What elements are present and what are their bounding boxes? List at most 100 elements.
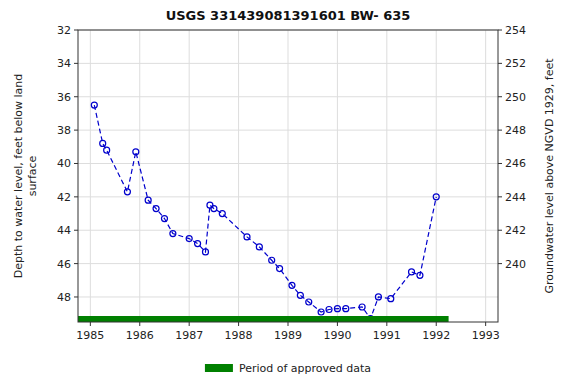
y2-tick [498, 130, 502, 131]
grid-line-y [78, 296, 498, 297]
grid-line-x [337, 30, 338, 322]
grid-line-x [288, 30, 289, 322]
y2-tick [498, 163, 502, 164]
data-point [433, 194, 439, 200]
data-point [359, 304, 365, 310]
y-tick-label: 38 [57, 124, 71, 137]
axes: 1985 1986 1987 1988 1989 1990 1991 1992 1993 32 34… [57, 24, 526, 342]
y-tick [74, 230, 78, 231]
data-point [104, 147, 110, 153]
x-tick-label: 1992 [422, 329, 450, 342]
y-tick [74, 63, 78, 64]
data-point [318, 309, 324, 315]
y-axis-label: Depth to water level, feet below landsur… [12, 74, 39, 279]
x-tick-label: 1988 [225, 329, 253, 342]
x-tick [189, 322, 190, 326]
y-tick [74, 130, 78, 131]
data-line [94, 105, 436, 319]
data-point [375, 294, 381, 300]
y2-tick-label: 242 [505, 224, 526, 237]
data-point [207, 202, 213, 208]
data-point [100, 140, 106, 146]
y2-tick-label: 252 [505, 57, 526, 70]
data-point [219, 211, 225, 217]
data-point [277, 266, 283, 272]
approved-period-bar [78, 316, 449, 322]
data-point [124, 189, 130, 195]
x-tick-label: 1986 [126, 329, 154, 342]
x-tick [238, 322, 239, 326]
data-point [409, 269, 415, 275]
data-point [145, 197, 151, 203]
y2-tick-label: 244 [505, 191, 526, 204]
data-point [289, 282, 295, 288]
x-tick-label: 1989 [274, 329, 302, 342]
grid-line-y [78, 263, 498, 264]
grid-line-y [78, 163, 498, 164]
plot-area [78, 30, 498, 322]
x-tick [288, 322, 289, 326]
y-tick [74, 296, 78, 297]
data-point [202, 249, 208, 255]
y2-tick [498, 230, 502, 231]
grid [78, 30, 498, 322]
x-tick-label: 1990 [323, 329, 351, 342]
data-point [256, 244, 262, 250]
y2-tick-label: 248 [505, 124, 526, 137]
grid-line-y [78, 96, 498, 97]
y-tick-label: 42 [57, 191, 71, 204]
x-tick [337, 322, 338, 326]
y-tick-label: 40 [57, 157, 71, 170]
y2-tick [498, 63, 502, 64]
grid-line-x [485, 30, 486, 322]
x-tick [386, 322, 387, 326]
x-tick-label: 1987 [175, 329, 203, 342]
y-tick-label: 36 [57, 91, 71, 104]
data-point [417, 272, 423, 278]
data-point [269, 257, 275, 263]
grid-line-y [78, 230, 498, 231]
grid-line-x [436, 30, 437, 322]
x-tick-label: 1993 [472, 329, 500, 342]
data-point [388, 296, 394, 302]
data-point [211, 206, 217, 212]
y2-tick-label: 250 [505, 91, 526, 104]
y-tick [74, 30, 78, 31]
x-tick-label: 1991 [373, 329, 401, 342]
x-tick [90, 322, 91, 326]
legend-swatch [205, 364, 233, 372]
data-point [244, 234, 250, 240]
y-tick-label: 48 [57, 291, 71, 304]
x-tick-label: 1985 [76, 329, 104, 342]
grid-line-x [139, 30, 140, 322]
x-tick [436, 322, 437, 326]
data-point [297, 292, 303, 298]
data-point [326, 306, 332, 312]
y2-tick-label: 246 [505, 157, 526, 170]
y2-tick-label: 254 [505, 24, 526, 37]
grid-line-y [78, 196, 498, 197]
grid-line-x [90, 30, 91, 322]
plot-frame [78, 30, 498, 322]
data-point [133, 149, 139, 155]
data-point [153, 206, 159, 212]
y2-tick [498, 263, 502, 264]
y-tick [74, 263, 78, 264]
x-tick [139, 322, 140, 326]
legend: Period of approved data [205, 362, 371, 375]
x-tick [485, 322, 486, 326]
y-tick-label: 32 [57, 24, 71, 37]
grid-line-x [386, 30, 387, 322]
data-point [161, 216, 167, 222]
y-tick-label: 34 [57, 57, 71, 70]
grid-line-y [78, 130, 498, 131]
y2-tick [498, 96, 502, 97]
grid-line-y [78, 63, 498, 64]
data-point [343, 306, 349, 312]
y2-tick-label: 240 [505, 258, 526, 271]
data-point [186, 236, 192, 242]
legend-label: Period of approved data [239, 362, 371, 375]
grid-line-x [238, 30, 239, 322]
y2-tick [498, 30, 502, 31]
y-tick-label: 46 [57, 258, 71, 271]
